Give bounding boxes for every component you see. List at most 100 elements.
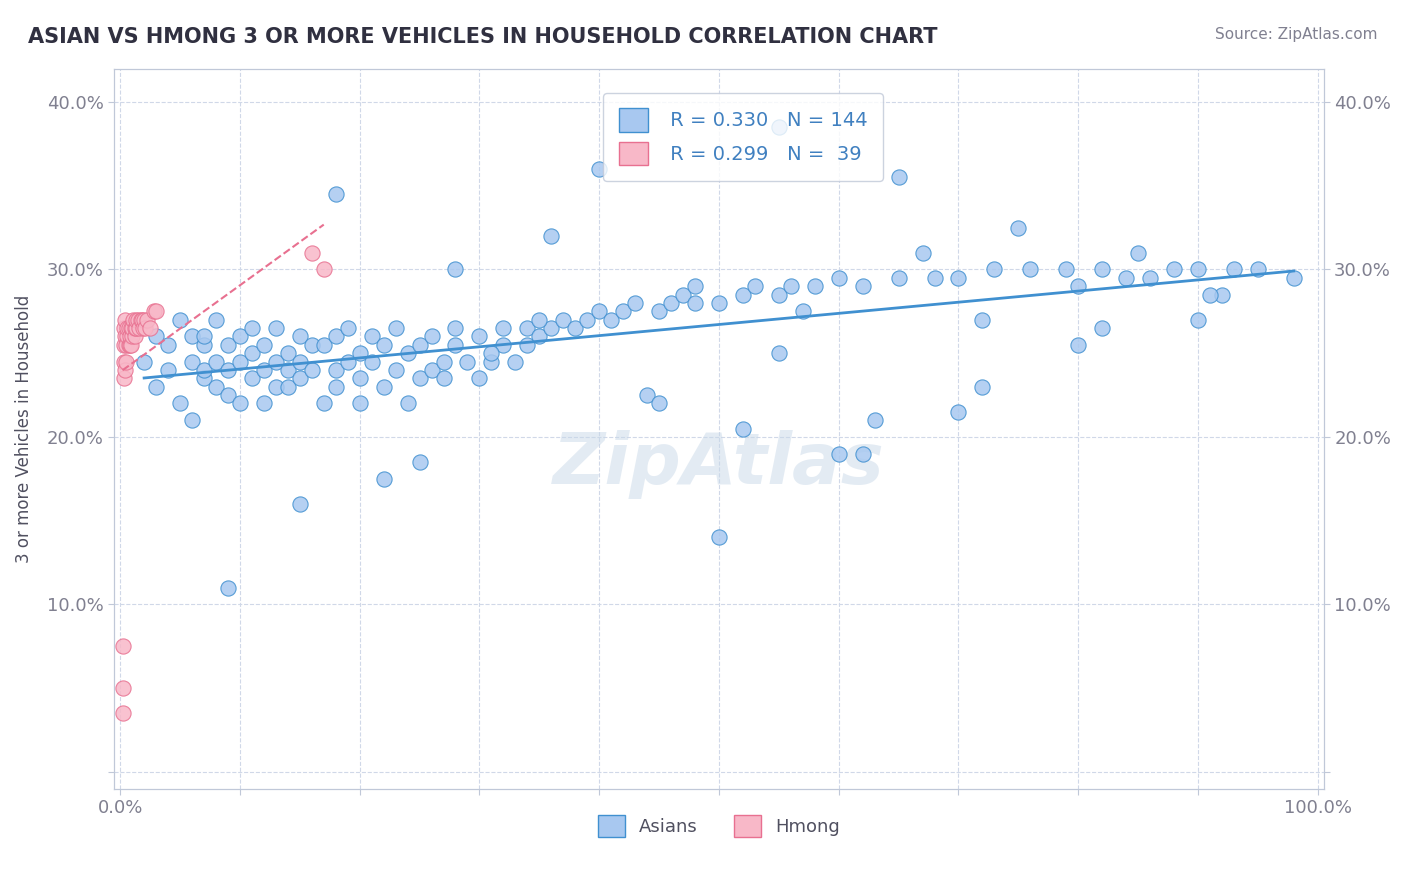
- Point: [229, 354, 252, 368]
- Point: [117, 321, 139, 335]
- Point: [288, 354, 311, 368]
- Point: [529, 312, 551, 326]
- Point: [288, 497, 311, 511]
- Point: [588, 161, 610, 176]
- Point: [768, 346, 790, 360]
- Point: [1139, 270, 1161, 285]
- Point: [205, 312, 228, 326]
- Point: [1067, 279, 1090, 293]
- Point: [481, 346, 503, 360]
- Point: [114, 363, 136, 377]
- Point: [683, 296, 706, 310]
- Point: [360, 329, 382, 343]
- Point: [121, 321, 143, 335]
- Point: [803, 279, 825, 293]
- Point: [169, 312, 191, 326]
- Point: [114, 312, 136, 326]
- Text: Source: ZipAtlas.com: Source: ZipAtlas.com: [1215, 27, 1378, 42]
- Point: [492, 321, 515, 335]
- Point: [205, 379, 228, 393]
- Point: [157, 338, 180, 352]
- Point: [120, 321, 142, 335]
- Point: [325, 363, 347, 377]
- Point: [114, 329, 136, 343]
- Point: [1115, 270, 1137, 285]
- Point: [288, 371, 311, 385]
- Point: [516, 321, 538, 335]
- Point: [1091, 321, 1114, 335]
- Point: [600, 312, 623, 326]
- Point: [396, 396, 419, 410]
- Point: [277, 379, 299, 393]
- Point: [648, 304, 671, 318]
- Point: [229, 329, 252, 343]
- Text: ZipAtlas: ZipAtlas: [553, 430, 884, 499]
- Point: [624, 296, 647, 310]
- Point: [325, 187, 347, 202]
- Point: [768, 287, 790, 301]
- Point: [564, 321, 586, 335]
- Point: [349, 346, 371, 360]
- Point: [217, 363, 239, 377]
- Point: [336, 354, 359, 368]
- Point: [229, 396, 252, 410]
- Point: [852, 447, 875, 461]
- Point: [277, 363, 299, 377]
- Point: [205, 354, 228, 368]
- Point: [384, 321, 406, 335]
- Point: [312, 262, 335, 277]
- Point: [481, 354, 503, 368]
- Point: [122, 312, 145, 326]
- Point: [373, 338, 395, 352]
- Point: [325, 329, 347, 343]
- Point: [115, 354, 138, 368]
- Point: [145, 304, 167, 318]
- Point: [444, 321, 467, 335]
- Point: [1007, 220, 1029, 235]
- Point: [516, 338, 538, 352]
- Point: [134, 312, 156, 326]
- Point: [731, 287, 754, 301]
- Point: [181, 329, 204, 343]
- Point: [373, 379, 395, 393]
- Point: [217, 581, 239, 595]
- Point: [360, 354, 382, 368]
- Point: [124, 329, 146, 343]
- Point: [529, 329, 551, 343]
- Text: ASIAN VS HMONG 3 OR MORE VEHICLES IN HOUSEHOLD CORRELATION CHART: ASIAN VS HMONG 3 OR MORE VEHICLES IN HOU…: [28, 27, 938, 46]
- Point: [744, 279, 766, 293]
- Point: [456, 354, 478, 368]
- Point: [117, 321, 139, 335]
- Point: [779, 279, 801, 293]
- Point: [139, 321, 162, 335]
- Point: [125, 312, 148, 326]
- Point: [1091, 262, 1114, 277]
- Point: [444, 262, 467, 277]
- Point: [373, 472, 395, 486]
- Point: [505, 354, 527, 368]
- Point: [492, 338, 515, 352]
- Point: [111, 639, 134, 653]
- Point: [863, 413, 886, 427]
- Point: [312, 338, 335, 352]
- Point: [828, 270, 851, 285]
- Point: [852, 279, 875, 293]
- Point: [468, 329, 491, 343]
- Point: [111, 681, 134, 695]
- Point: [648, 396, 671, 410]
- Point: [301, 363, 323, 377]
- Point: [887, 170, 910, 185]
- Point: [683, 279, 706, 293]
- Point: [1187, 312, 1209, 326]
- Point: [828, 447, 851, 461]
- Point: [553, 312, 575, 326]
- Point: [120, 338, 142, 352]
- Point: [983, 262, 1005, 277]
- Point: [169, 396, 191, 410]
- Point: [659, 296, 682, 310]
- Point: [1199, 287, 1222, 301]
- Legend: Asians, Hmong: Asians, Hmong: [591, 808, 848, 845]
- Point: [432, 354, 454, 368]
- Point: [264, 354, 287, 368]
- Point: [131, 312, 153, 326]
